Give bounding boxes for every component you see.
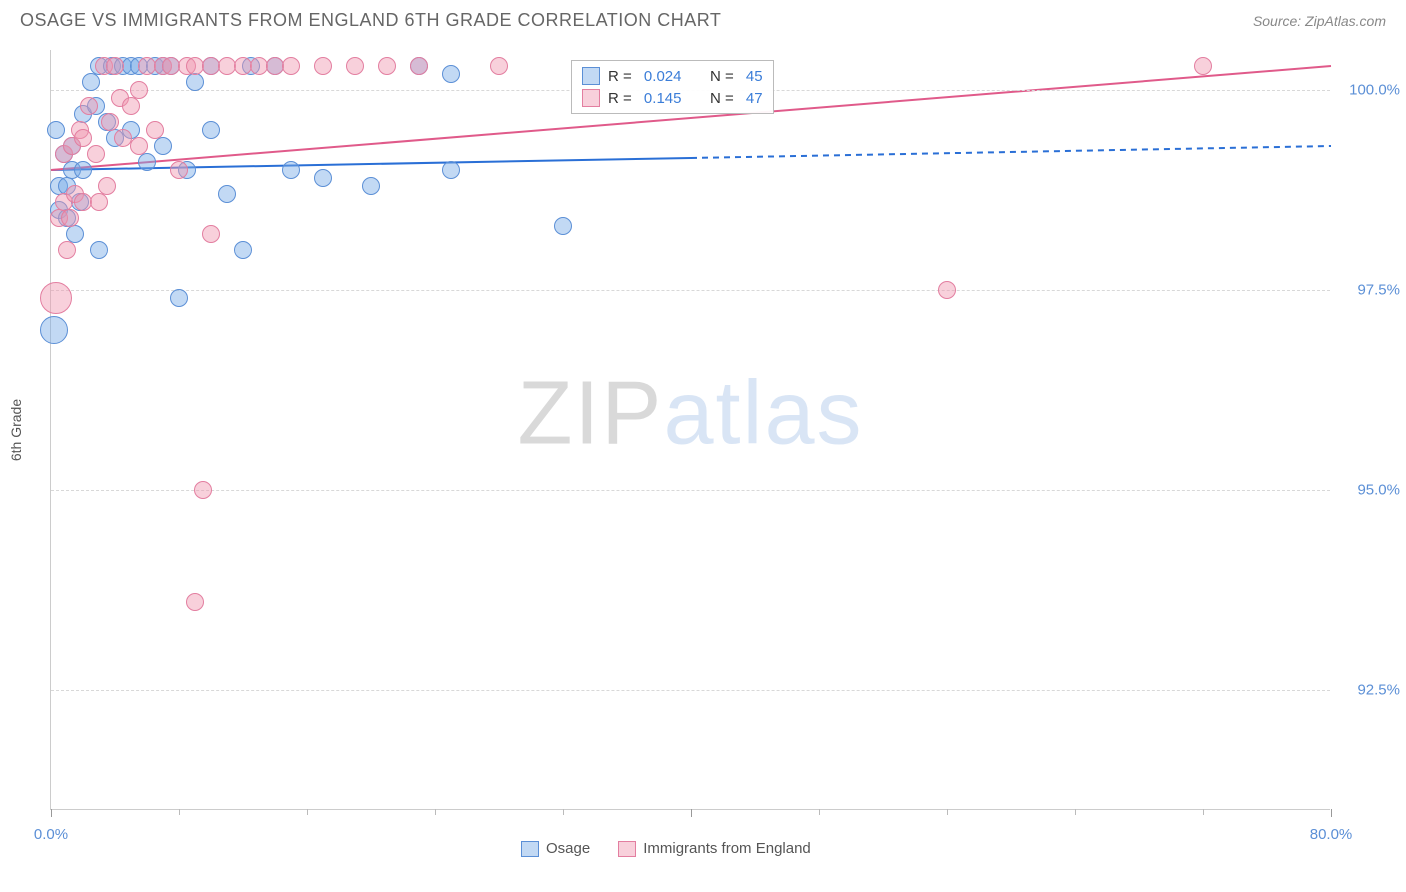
x-tick-minor (1075, 809, 1076, 815)
x-tick-minor (819, 809, 820, 815)
legend-swatch (618, 841, 636, 857)
data-point (362, 177, 380, 195)
data-point (146, 121, 164, 139)
legend-label: Immigrants from England (643, 840, 811, 857)
data-point (80, 97, 98, 115)
y-tick-label: 100.0% (1340, 82, 1400, 99)
data-point (87, 145, 105, 163)
x-tick-minor (435, 809, 436, 815)
data-point (442, 65, 460, 83)
data-point (74, 161, 92, 179)
data-point (154, 137, 172, 155)
data-point (554, 217, 572, 235)
data-point (218, 185, 236, 203)
data-point (410, 57, 428, 75)
data-point (74, 129, 92, 147)
data-point (202, 225, 220, 243)
data-point (186, 73, 204, 91)
legend-label: Osage (546, 840, 590, 857)
legend-swatch (521, 841, 539, 857)
source-attribution: Source: ZipAtlas.com (1253, 13, 1386, 29)
trend-line-dashed (691, 146, 1331, 158)
data-point (282, 57, 300, 75)
x-tick-minor (947, 809, 948, 815)
data-point (170, 289, 188, 307)
data-point (58, 241, 76, 259)
legend-item: Immigrants from England (618, 840, 811, 857)
data-point (1194, 57, 1212, 75)
data-point (314, 57, 332, 75)
plot-area: ZIPatlas 92.5%95.0%97.5%100.0%0.0%80.0%R… (50, 50, 1330, 810)
data-point (186, 593, 204, 611)
stats-row: R = 0.024 N = 45 (582, 65, 763, 87)
legend-swatch (582, 67, 600, 85)
x-tick (1331, 809, 1332, 817)
x-tick-minor (1203, 809, 1204, 815)
y-axis-label: 6th Grade (8, 399, 24, 461)
correlation-scatter-chart: ZIPatlas 92.5%95.0%97.5%100.0%0.0%80.0%R… (50, 50, 1330, 810)
x-tick (691, 809, 692, 817)
y-tick-label: 95.0% (1340, 482, 1400, 499)
y-tick-label: 92.5% (1340, 682, 1400, 699)
stats-row: R = 0.145 N = 47 (582, 87, 763, 109)
data-point (130, 81, 148, 99)
data-point (101, 113, 119, 131)
data-point (90, 241, 108, 259)
chart-title: OSAGE VS IMMIGRANTS FROM ENGLAND 6TH GRA… (20, 10, 721, 31)
data-point (40, 316, 68, 344)
data-point (282, 161, 300, 179)
gridline (51, 690, 1330, 691)
data-point (47, 121, 65, 139)
data-point (442, 161, 460, 179)
x-tick-label: 80.0% (1310, 826, 1353, 843)
data-point (106, 57, 124, 75)
series-legend: Osage Immigrants from England (521, 840, 811, 857)
data-point (202, 121, 220, 139)
x-tick-label: 0.0% (34, 826, 68, 843)
stats-legend: R = 0.024 N = 45R = 0.145 N = 47 (571, 60, 774, 114)
data-point (61, 209, 79, 227)
gridline (51, 490, 1330, 491)
data-point (378, 57, 396, 75)
data-point (40, 282, 72, 314)
legend-item: Osage (521, 840, 590, 857)
x-tick (51, 809, 52, 817)
trend-lines (51, 50, 1330, 809)
x-tick-minor (179, 809, 180, 815)
data-point (234, 241, 252, 259)
data-point (130, 137, 148, 155)
data-point (82, 73, 100, 91)
data-point (170, 161, 188, 179)
data-point (938, 281, 956, 299)
data-point (122, 97, 140, 115)
data-point (314, 169, 332, 187)
data-point (346, 57, 364, 75)
gridline (51, 290, 1330, 291)
y-tick-label: 97.5% (1340, 282, 1400, 299)
x-tick-minor (563, 809, 564, 815)
data-point (194, 481, 212, 499)
legend-swatch (582, 89, 600, 107)
data-point (138, 153, 156, 171)
data-point (90, 193, 108, 211)
x-tick-minor (307, 809, 308, 815)
data-point (490, 57, 508, 75)
data-point (98, 177, 116, 195)
